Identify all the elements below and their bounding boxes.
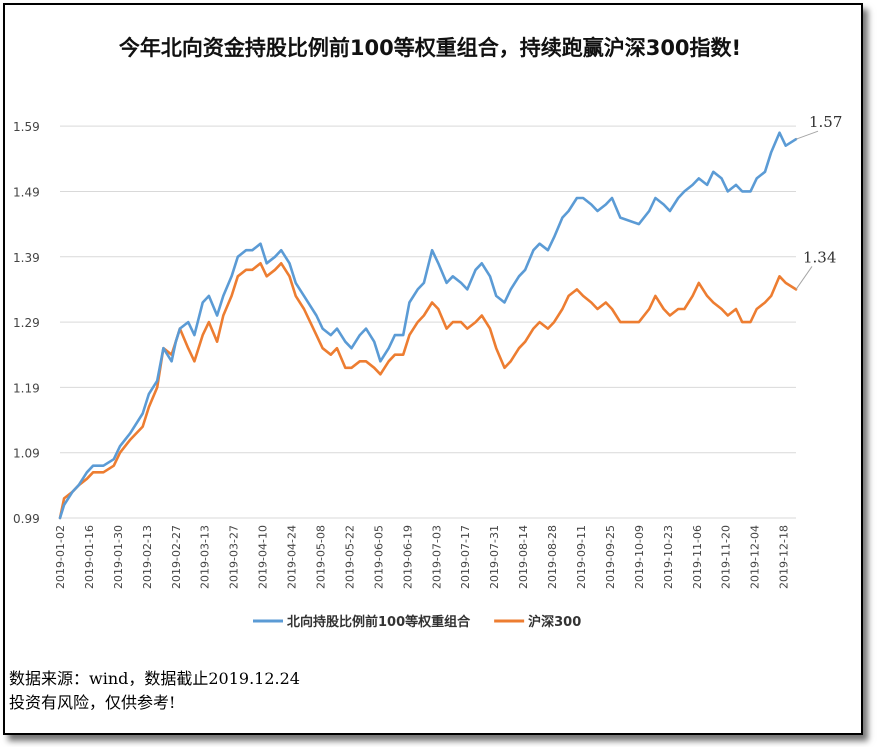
x-tick-label: 2019-02-13 — [141, 525, 154, 589]
x-tick-label: 2019-09-25 — [604, 525, 617, 589]
end-label-leader-0 — [795, 130, 819, 140]
chart-frame — [3, 3, 863, 735]
x-tick-label: 2019-02-27 — [170, 525, 183, 589]
y-tick-label: 1.19 — [13, 381, 40, 395]
x-tick-label: 2019-07-03 — [430, 525, 443, 589]
gridlines — [60, 125, 796, 519]
series-line-0 — [58, 131, 798, 520]
end-label-1: 1.34 — [803, 248, 836, 266]
x-tick-label: 2019-05-08 — [314, 525, 327, 589]
x-tick-label: 2019-04-24 — [286, 525, 299, 589]
chart-title: 今年北向资金持股比例前100等权重组合，持续跑赢沪深300指数! — [118, 36, 742, 60]
end-label-0: 1.57 — [809, 113, 842, 131]
y-tick-label: 0.99 — [13, 512, 40, 526]
y-axis-ticks: 0.99 1.09 1.19 1.29 1.39 1.49 1.59 — [13, 120, 40, 526]
x-tick-label: 2019-12-18 — [778, 525, 791, 589]
x-tick-label: 2019-03-13 — [199, 525, 212, 589]
series-lines — [58, 131, 798, 520]
x-tick-label: 2019-08-28 — [546, 525, 559, 589]
x-tick-label: 2019-04-10 — [257, 525, 270, 589]
data-source-note: 数据来源：wind，数据截止2019.12.24 — [9, 669, 300, 688]
x-tick-label: 2019-01-16 — [83, 525, 96, 589]
x-tick-label: 2019-11-06 — [691, 525, 704, 589]
y-tick-label: 1.59 — [13, 120, 40, 134]
legend-label-1: 沪深300 — [528, 614, 581, 630]
x-tick-label: 2019-09-11 — [575, 525, 588, 589]
x-tick-label: 2019-07-17 — [459, 525, 472, 589]
x-tick-label: 2019-12-04 — [749, 525, 762, 589]
x-tick-label: 2019-05-22 — [343, 525, 356, 589]
x-tick-label: 2019-08-14 — [517, 525, 530, 589]
x-tick-label: 2019-07-31 — [488, 525, 501, 589]
risk-disclaimer: 投资有风险，仅供参考! — [9, 693, 176, 712]
y-tick-label: 1.39 — [13, 251, 40, 265]
series-line-1 — [58, 262, 798, 520]
y-tick-label: 1.09 — [13, 447, 40, 461]
x-tick-label: 2019-11-20 — [720, 525, 733, 589]
end-label-leader-1 — [795, 266, 813, 290]
y-tick-label: 1.49 — [13, 185, 40, 199]
x-tick-label: 2019-03-27 — [228, 525, 241, 589]
x-tick-label: 2019-10-09 — [633, 525, 646, 589]
y-tick-label: 1.29 — [13, 316, 40, 330]
end-labels: 1.34 1.57 — [795, 113, 842, 290]
x-axis-ticks: 2019-01-02 2019-01-16 2019-01-30 2019-02-13… — [54, 525, 791, 589]
legend-label-0: 北向持股比例前100等权重组合 — [287, 614, 471, 630]
x-tick-label: 2019-06-05 — [372, 525, 385, 589]
legend: 北向持股比例前100等权重组合 沪深300 — [253, 614, 581, 630]
x-tick-label: 2019-01-02 — [54, 525, 67, 589]
x-tick-label: 2019-06-19 — [401, 525, 414, 589]
x-tick-label: 2019-10-23 — [662, 525, 675, 589]
x-tick-label: 2019-01-30 — [112, 525, 125, 589]
